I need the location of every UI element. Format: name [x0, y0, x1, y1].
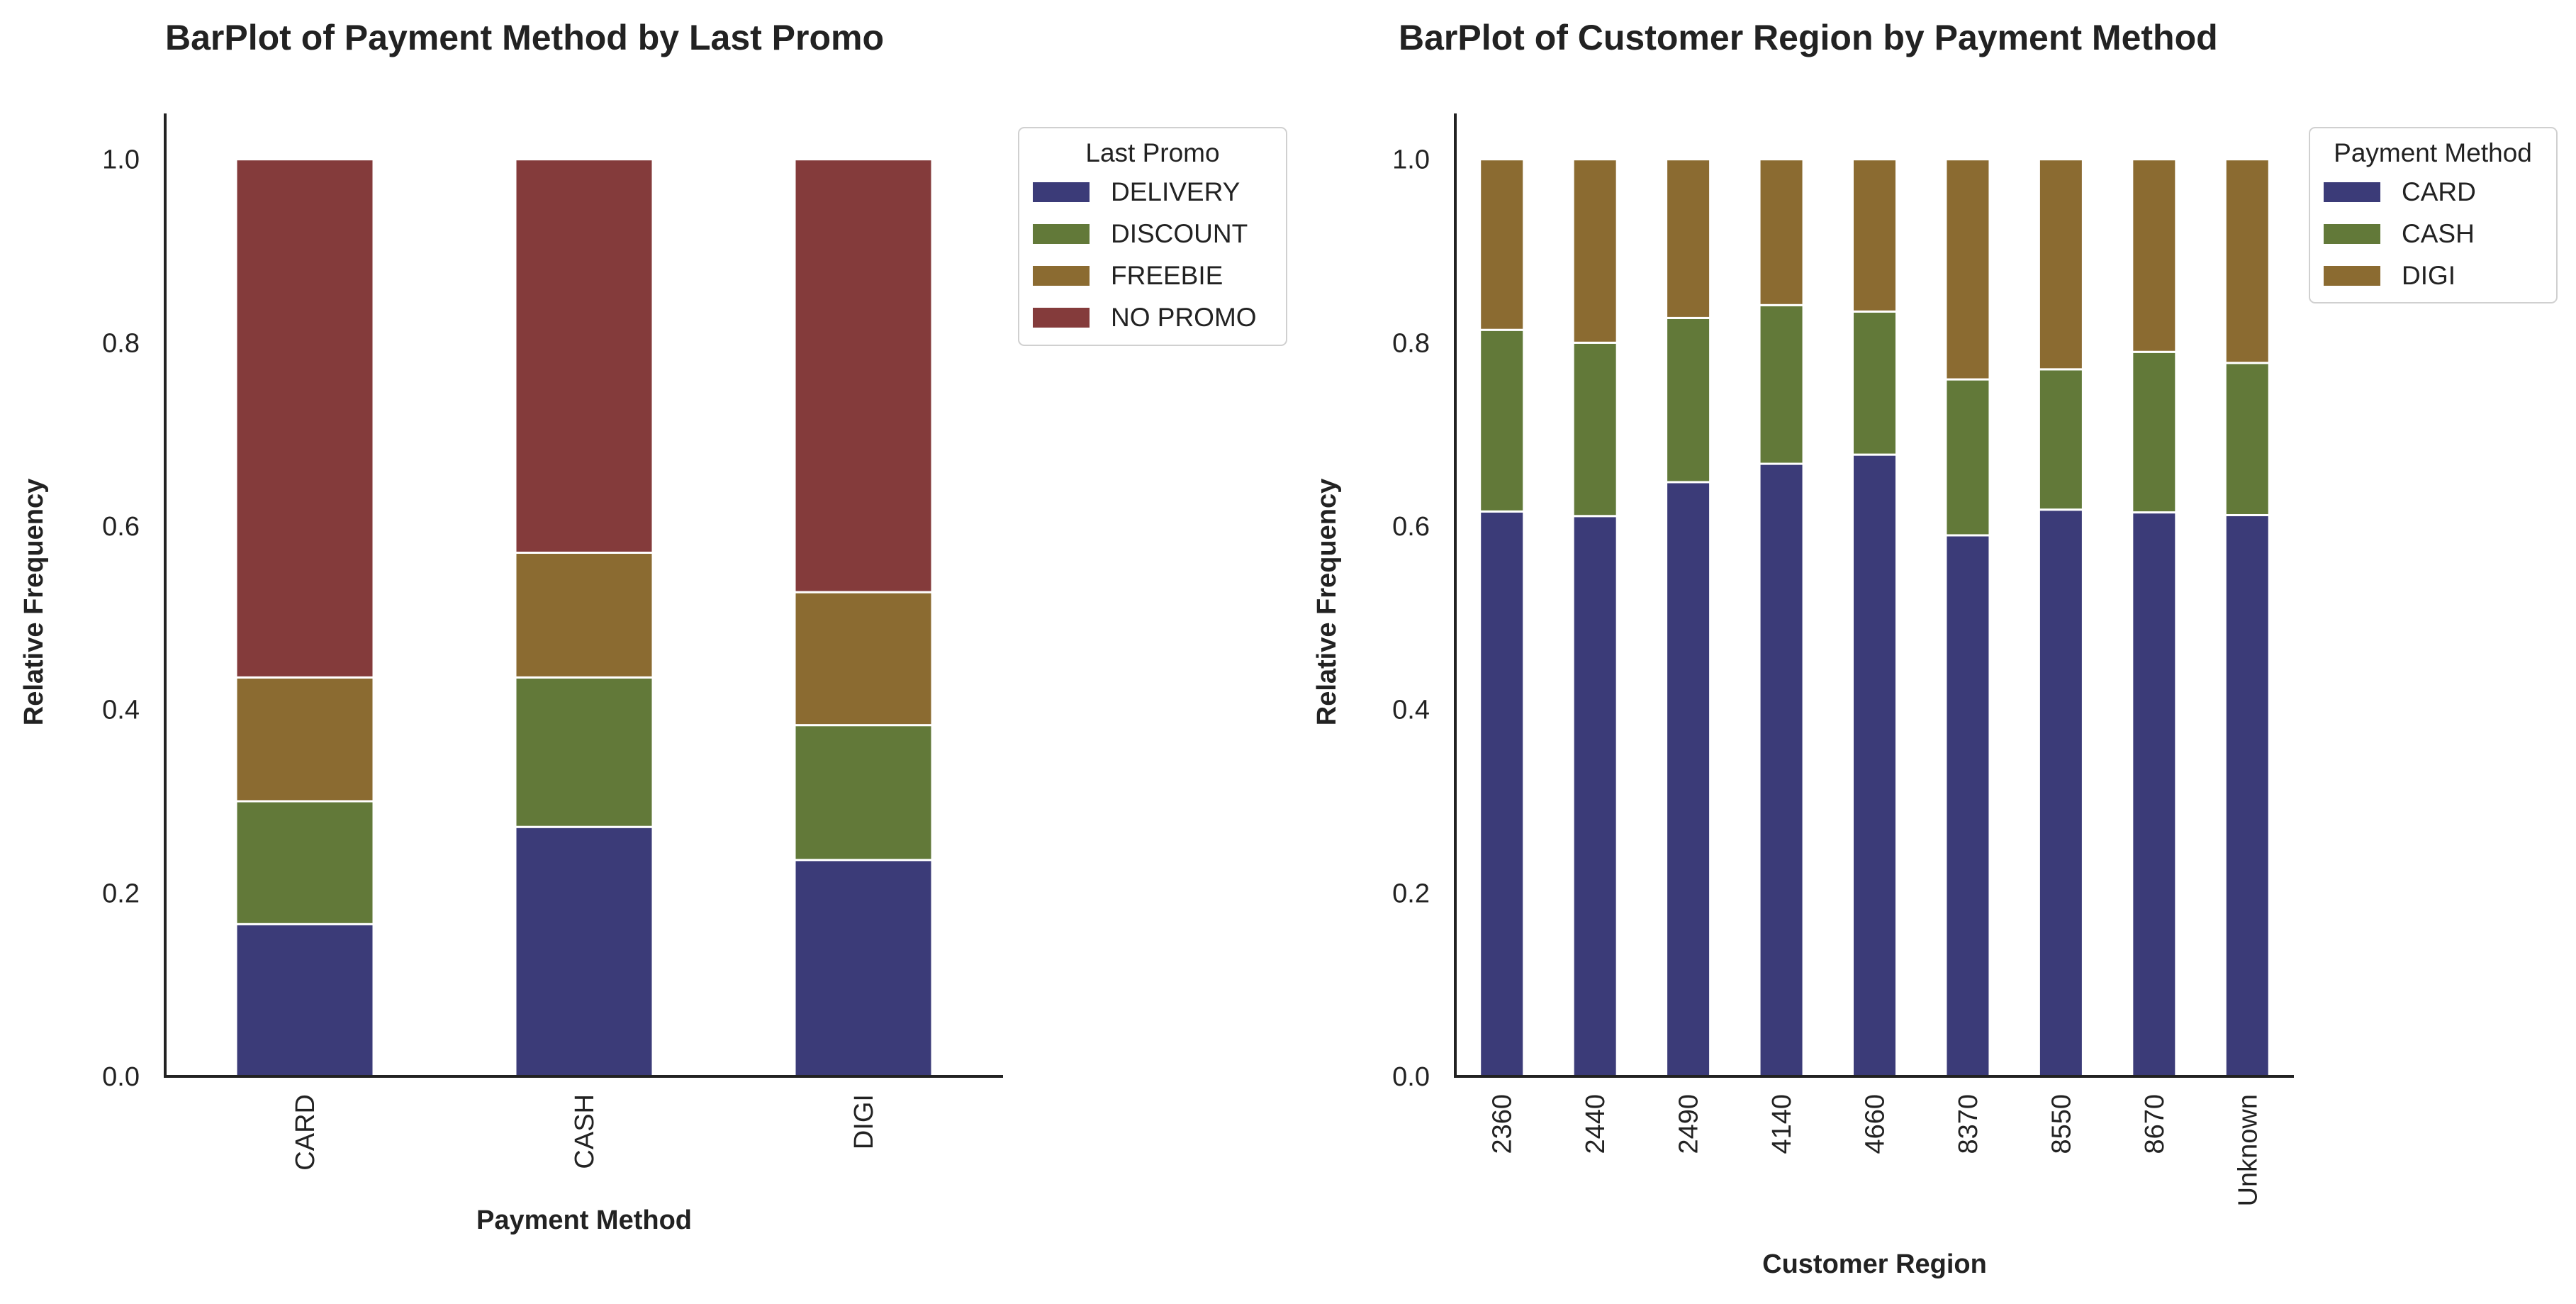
bar-cash-8670 — [2131, 350, 2178, 514]
bar-cash-8550 — [2037, 368, 2084, 511]
x-tick-label: 4140 — [1767, 1094, 1797, 1154]
x-axis-label: Customer Region — [1762, 1249, 1987, 1279]
bar-cash-8370 — [1944, 378, 1991, 537]
y-tick-label: 0.2 — [102, 879, 140, 908]
bar-delivery-card — [235, 923, 375, 1078]
x-tick-label: CASH — [570, 1094, 600, 1169]
legend-label: DELIVERY — [1111, 177, 1240, 206]
x-tick-label: CARD — [291, 1094, 320, 1171]
legend-swatch-card — [2324, 182, 2380, 202]
bar-freebie-cash — [514, 552, 654, 679]
y-tick-label: 0.8 — [102, 328, 140, 358]
legend-label: CARD — [2402, 177, 2476, 206]
bar-no-promo-card — [235, 158, 375, 679]
legend-swatch-delivery — [1033, 182, 1090, 202]
y-axis-label: Relative Frequency — [19, 479, 49, 725]
legend-label: NO PROMO — [1111, 303, 1257, 332]
bar-cash-2490 — [1665, 316, 1712, 484]
y-axis-label: Relative Frequency — [1312, 479, 1342, 725]
x-tick-label: Unknown — [2233, 1094, 2263, 1206]
bar-card-4140 — [1758, 462, 1805, 1078]
x-tick-label: 2360 — [1488, 1094, 1518, 1154]
chart-customer-region-by-payment-method: BarPlot of Customer Region by Payment Me… — [1312, 18, 2558, 1279]
bar-freebie-card — [235, 676, 375, 803]
chart-title: BarPlot of Payment Method by Last Promo — [165, 18, 884, 57]
y-tick-label: 1.0 — [102, 145, 140, 175]
y-tick-label: 0.4 — [102, 696, 140, 725]
legend-label: DISCOUNT — [1111, 219, 1248, 248]
x-tick-label: 2440 — [1581, 1094, 1611, 1154]
bar-digi-4140 — [1758, 158, 1805, 306]
bar-digi-8370 — [1944, 158, 1991, 381]
legend-swatch-discount — [1033, 224, 1090, 244]
x-tick-label: 8670 — [2140, 1094, 2170, 1154]
bar-delivery-digi — [793, 859, 934, 1078]
bar-card-2360 — [1479, 510, 1525, 1078]
bar-digi-4660 — [1852, 158, 1898, 313]
bar-cash-2360 — [1479, 328, 1525, 513]
legend-swatch-digi — [2324, 266, 2380, 286]
legend-box — [2309, 127, 2558, 303]
y-tick-label: 0.2 — [1392, 879, 1430, 908]
x-axis-label: Payment Method — [476, 1205, 692, 1235]
bar-digi-unknown — [2224, 158, 2270, 364]
legend-title: Last Promo — [1085, 138, 1219, 167]
chart-payment-method-by-last-promo: BarPlot of Payment Method by Last Promo C… — [19, 18, 1287, 1235]
bar-card-unknown — [2224, 513, 2270, 1078]
y-tick-label: 0.4 — [1392, 696, 1430, 725]
legend-box — [1018, 127, 1287, 346]
legend-label: CASH — [2402, 219, 2475, 248]
legend-title: Payment Method — [2334, 138, 2532, 167]
bar-digi-2490 — [1665, 158, 1712, 319]
bar-cash-2440 — [1572, 341, 1618, 518]
legend-label: DIGI — [2402, 261, 2455, 290]
x-tick-label: 2490 — [1674, 1094, 1704, 1154]
bar-discount-cash — [514, 676, 654, 828]
bar-card-8370 — [1944, 534, 1991, 1078]
legend-label: FREEBIE — [1111, 261, 1223, 290]
y-tick-label: 0.6 — [102, 512, 140, 542]
legend-swatch-no-promo — [1033, 308, 1090, 328]
y-tick-label: 0.0 — [1392, 1062, 1430, 1092]
bar-digi-8550 — [2037, 158, 2084, 371]
bar-card-4660 — [1852, 453, 1898, 1078]
y-tick-label: 0.8 — [1392, 328, 1430, 358]
bar-digi-2360 — [1479, 158, 1525, 331]
bar-card-2440 — [1572, 515, 1618, 1078]
bar-cash-4140 — [1758, 303, 1805, 465]
y-tick-label: 1.0 — [1392, 145, 1430, 175]
bar-delivery-cash — [514, 825, 654, 1078]
legend-swatch-cash — [2324, 224, 2380, 244]
bar-card-2490 — [1665, 481, 1712, 1078]
bar-discount-card — [235, 800, 375, 925]
chart-title: BarPlot of Customer Region by Payment Me… — [1399, 18, 2218, 57]
bar-no-promo-digi — [793, 158, 934, 594]
bar-card-8670 — [2131, 511, 2178, 1078]
y-tick-label: 0.0 — [102, 1062, 140, 1092]
bar-cash-unknown — [2224, 362, 2270, 516]
bar-discount-digi — [793, 724, 934, 862]
x-tick-label: 4660 — [1861, 1094, 1891, 1154]
legend-swatch-freebie — [1033, 266, 1090, 286]
bar-freebie-digi — [793, 591, 934, 727]
bar-digi-8670 — [2131, 158, 2178, 353]
bar-no-promo-cash — [514, 158, 654, 555]
x-tick-label: 8550 — [2046, 1094, 2076, 1154]
bar-card-8550 — [2037, 508, 2084, 1078]
x-tick-label: DIGI — [849, 1094, 879, 1149]
x-tick-label: 8370 — [1954, 1094, 1983, 1154]
bar-digi-2440 — [1572, 158, 1618, 344]
bar-cash-4660 — [1852, 310, 1898, 456]
y-tick-label: 0.6 — [1392, 512, 1430, 542]
